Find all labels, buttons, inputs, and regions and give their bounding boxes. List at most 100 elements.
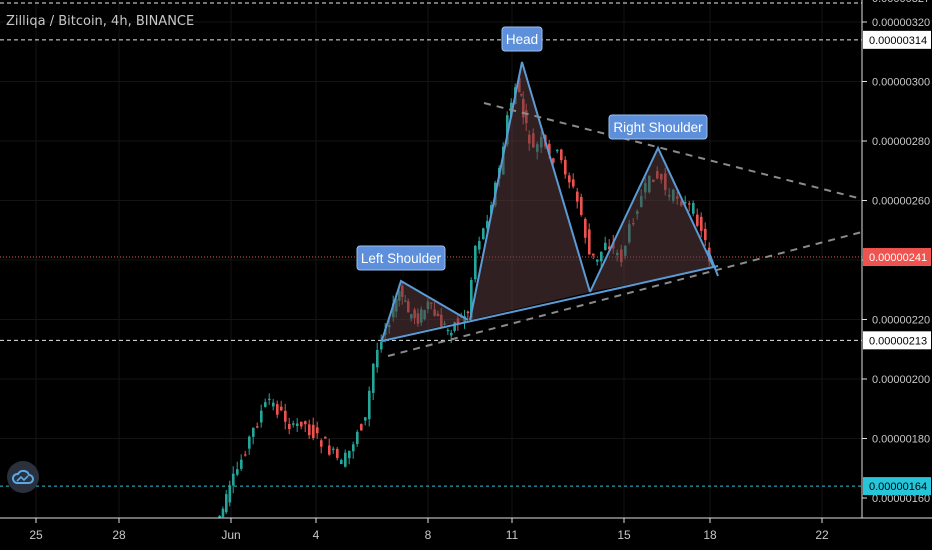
candle — [450, 329, 453, 343]
candle — [280, 400, 283, 412]
candle — [228, 480, 232, 507]
breakdown-tick — [707, 249, 719, 277]
candle — [576, 187, 579, 209]
candle — [248, 435, 251, 455]
candle — [288, 417, 291, 435]
candle — [268, 393, 271, 405]
candle — [588, 223, 591, 255]
time-tick-label: 22 — [815, 528, 829, 542]
callout-label: Right Shoulder — [613, 120, 703, 135]
price-axis[interactable]: 0.00000327 0.00000320 0.00000300 0.00000280… — [861, 0, 932, 550]
candle — [324, 436, 327, 439]
candle — [580, 193, 583, 217]
callout-left-shoulder[interactable]: Left Shoulder — [356, 245, 446, 271]
candle — [376, 342, 379, 373]
price-tag-0: 0.00000314 — [863, 30, 931, 49]
candle — [236, 461, 239, 477]
pattern-fill-1 — [470, 62, 590, 320]
time-tick-label: 15 — [617, 528, 631, 542]
candle — [700, 212, 703, 238]
candle — [592, 253, 595, 260]
price-tag-1: 0.00000241 — [863, 248, 931, 267]
chart-title: Zilliqa / Bitcoin, 4h, BINANCE — [6, 14, 195, 29]
price-tick-label: 0.00000160 — [872, 493, 930, 505]
candle — [356, 429, 359, 447]
candle — [572, 173, 575, 189]
candle — [340, 458, 343, 465]
candle — [372, 362, 375, 401]
candle — [264, 398, 267, 408]
candle — [344, 449, 347, 468]
candle — [474, 244, 477, 283]
candle — [225, 490, 228, 515]
time-tick-label: 11 — [506, 528, 519, 542]
candle — [482, 227, 485, 241]
dashed-support-line — [387, 231, 863, 357]
candle — [316, 421, 319, 439]
candle — [596, 259, 599, 266]
candle — [244, 450, 247, 457]
candle — [252, 427, 255, 445]
time-tick-label: 4 — [313, 528, 320, 542]
candle — [256, 422, 259, 429]
price-tag-label: 0.00000241 — [869, 252, 927, 264]
candle — [684, 195, 687, 206]
pattern-callouts: Left Shoulder Head Right Shoulder — [356, 26, 708, 271]
price-tag-2: 0.00000213 — [863, 331, 931, 350]
callout-head[interactable]: Head — [501, 26, 543, 52]
candle — [604, 236, 607, 251]
time-tick-label: 18 — [703, 528, 717, 542]
candle — [348, 450, 351, 465]
candle — [564, 156, 567, 179]
candle — [466, 310, 470, 319]
candle — [600, 251, 603, 268]
candle — [568, 172, 571, 189]
candle — [308, 419, 311, 439]
candle — [284, 403, 287, 430]
candle — [352, 441, 355, 459]
price-tag-label: 0.00000314 — [869, 35, 927, 47]
neckline — [381, 265, 719, 342]
time-tick-label: 8 — [425, 528, 432, 542]
candle — [272, 399, 275, 411]
candle — [688, 200, 691, 212]
tradingview-cloud-icon — [12, 469, 34, 484]
price-tick-label: 0.00000320 — [872, 17, 930, 29]
candle — [446, 328, 450, 335]
candle — [380, 334, 383, 353]
dashed-resistance-line — [483, 102, 863, 200]
candle — [300, 421, 303, 430]
candle — [560, 148, 563, 164]
time-axis[interactable]: 25 28 Jun 4 8 11 15 18 22 — [0, 517, 932, 550]
candle — [704, 222, 707, 247]
time-tick-label: 28 — [112, 528, 126, 542]
price-tick-label: 0.00000180 — [872, 434, 930, 446]
price-tick-label: 0.00000327 — [872, 0, 930, 5]
time-tick-label: 25 — [29, 528, 43, 542]
candle — [364, 417, 367, 426]
candle — [328, 438, 331, 456]
candle — [292, 420, 295, 428]
candle — [312, 417, 315, 441]
callout-label: Head — [506, 32, 538, 47]
time-tick-label: Jun — [221, 528, 240, 542]
price-tick-label: 0.00000300 — [872, 77, 930, 89]
candle — [478, 236, 481, 254]
candle — [453, 321, 456, 333]
candle — [336, 447, 339, 461]
pattern-outline-2 — [589, 145, 715, 293]
callout-right-shoulder[interactable]: Right Shoulder — [608, 114, 708, 140]
pattern-fill-0 — [382, 281, 468, 340]
price-tick-label: 0.00000280 — [872, 136, 930, 148]
time-axis-bg — [0, 518, 862, 550]
candle — [232, 466, 235, 494]
pattern-fill-2 — [590, 148, 714, 292]
candle — [692, 200, 695, 217]
candle — [240, 454, 243, 472]
head-and-shoulders-pattern — [381, 61, 715, 341]
tradingview-logo[interactable] — [7, 461, 39, 493]
price-tag-3: 0.00000164 — [863, 477, 931, 496]
price-tag-label: 0.00000213 — [869, 335, 927, 347]
candle — [556, 148, 559, 154]
